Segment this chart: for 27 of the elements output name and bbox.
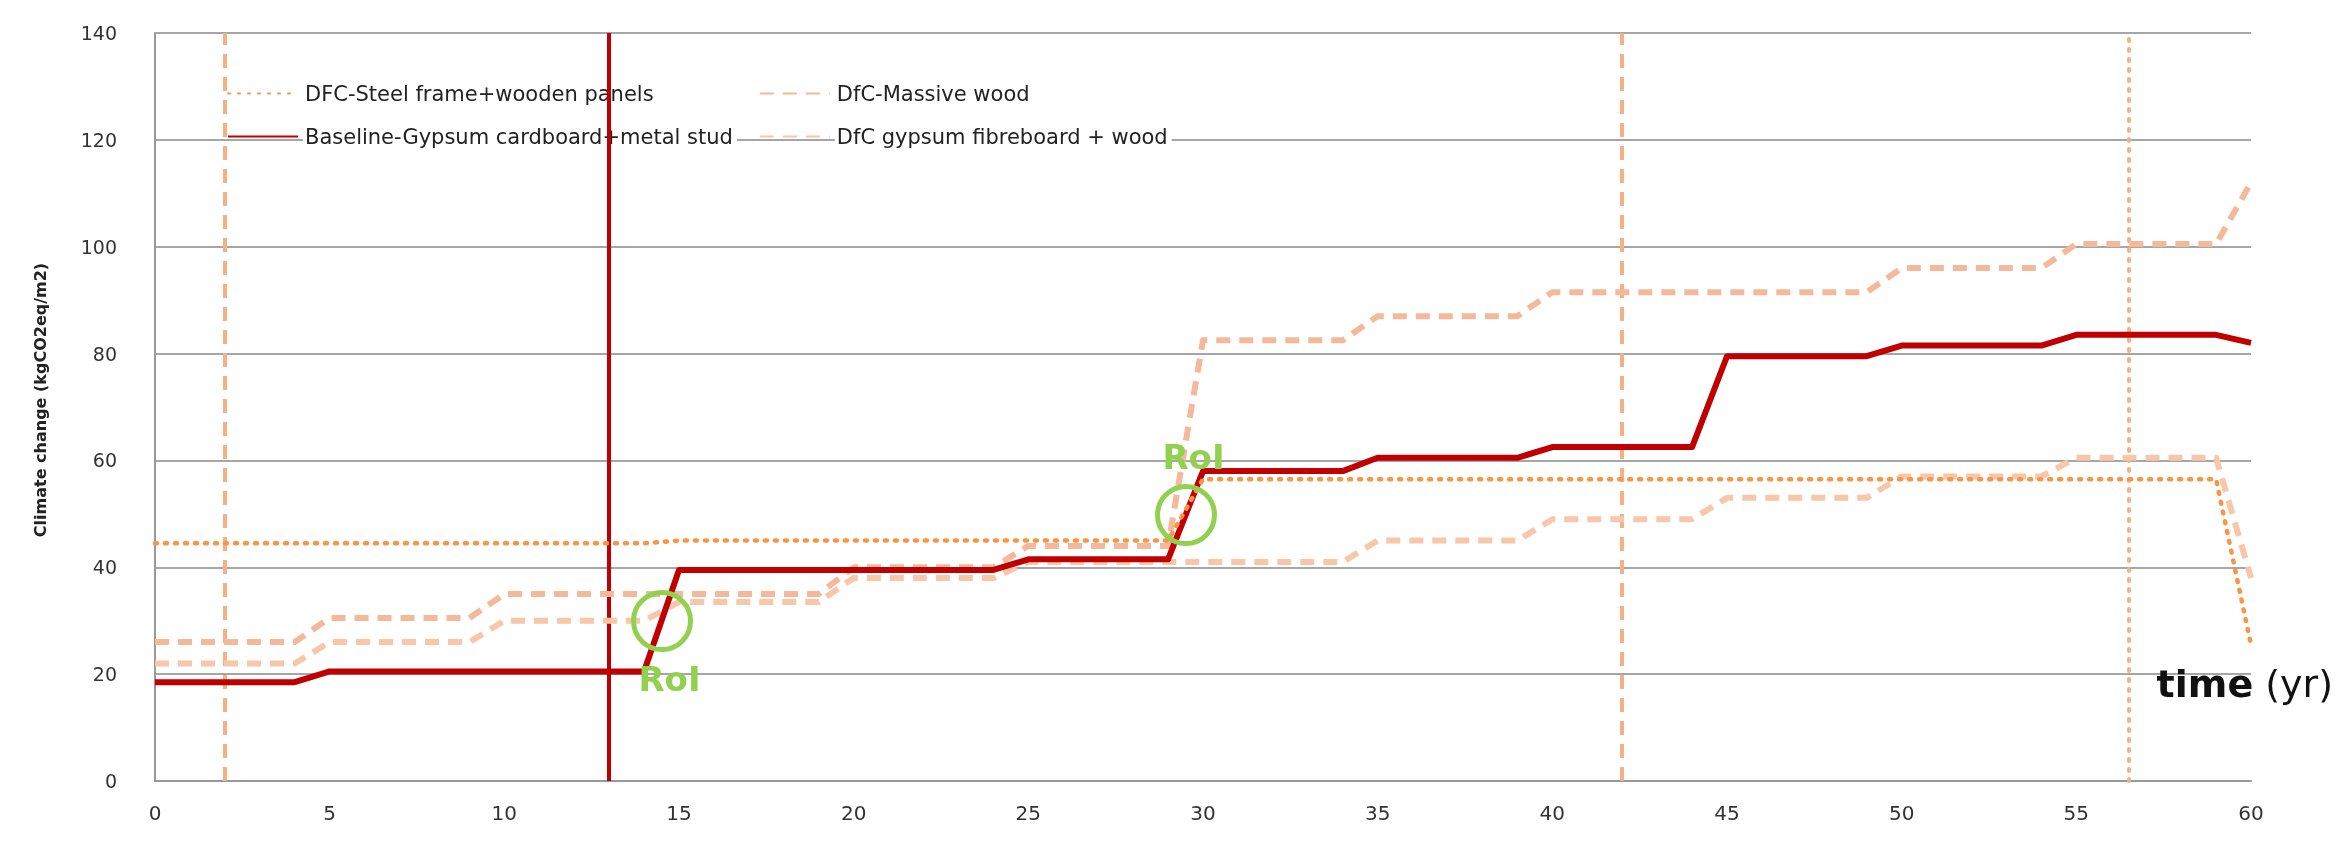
y-tick-label: 40 [92, 556, 117, 579]
x-tick-label: 15 [666, 801, 692, 825]
y-axis-title: Climate change (kgCO2eq/m2) [30, 262, 50, 538]
y-tick-label: 60 [92, 449, 117, 472]
y-tick-label: 140 [80, 22, 117, 44]
annotation: RoI [638, 658, 701, 699]
x-tick-label: 35 [1364, 801, 1391, 825]
x-tick-label: 50 [1888, 801, 1915, 825]
x-tick-label: 60 [2238, 801, 2264, 825]
x-tick-label: 45 [1714, 801, 1740, 825]
x-tick-label: 0 [148, 801, 162, 825]
annotation: RoI [1162, 437, 1225, 478]
legend-label: DfC-Massive wood [836, 81, 1030, 106]
legend-label: DfC gypsum fibreboard + wood [836, 124, 1168, 149]
y-tick-label: 20 [92, 663, 117, 686]
x-tick-label: 30 [1190, 801, 1216, 825]
x-tick-label: 5 [323, 801, 337, 825]
y-tick-label: 80 [92, 342, 117, 365]
y-tick-label: 120 [80, 128, 117, 151]
y-tick-label: 100 [80, 235, 117, 258]
x-tick-label: 25 [1015, 801, 1042, 825]
y-tick-label: 0 [104, 770, 117, 792]
x-tick-label: 10 [491, 801, 518, 825]
x-tick-label: 40 [1539, 801, 1566, 825]
x-axis-title: time (yr) [2156, 662, 2333, 706]
x-tick-label: 20 [840, 801, 867, 825]
x-tick-label: 55 [2063, 801, 2090, 825]
